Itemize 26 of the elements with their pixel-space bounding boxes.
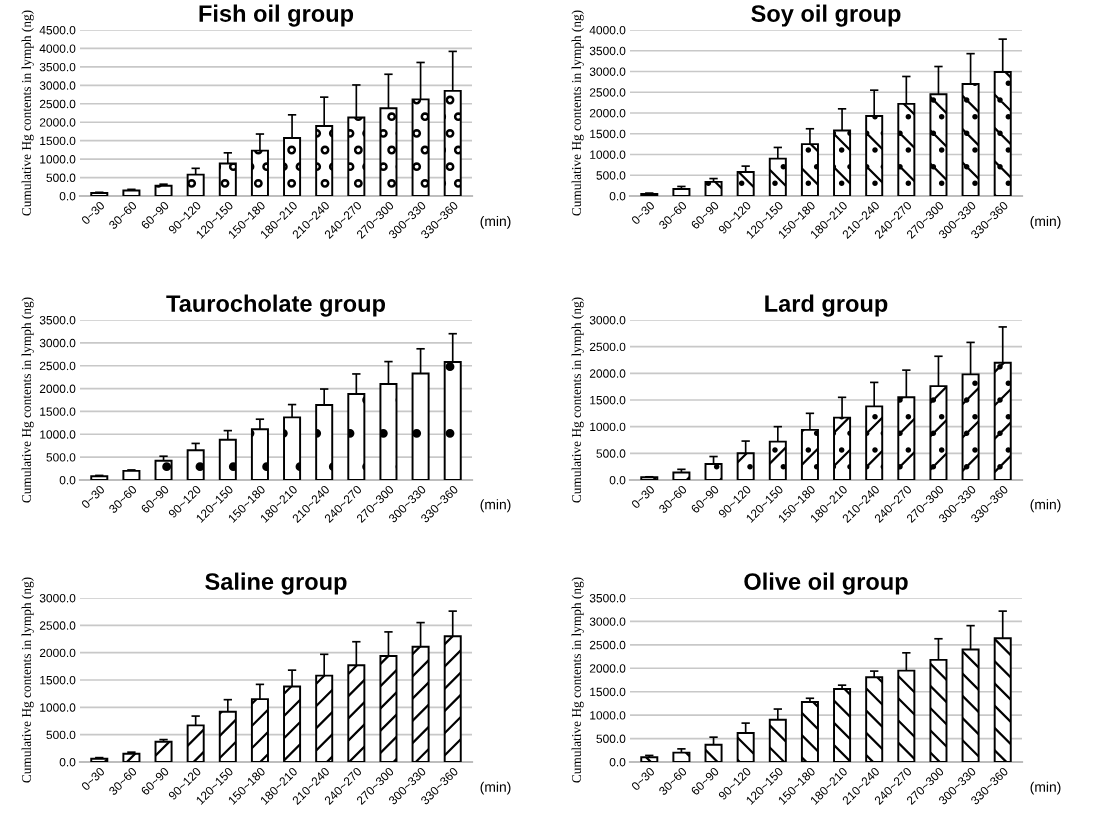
- bar: [122, 752, 141, 762]
- bar: [833, 687, 852, 762]
- bar: [186, 449, 205, 480]
- chart-title: Olive oil group: [744, 572, 908, 595]
- bar: [186, 173, 205, 196]
- bar: [186, 724, 205, 762]
- chart-title: Fish oil group: [199, 4, 354, 27]
- bar: [704, 463, 723, 480]
- bar: [154, 184, 173, 196]
- bar: [704, 180, 723, 196]
- bar: [736, 731, 755, 762]
- chart-title: Lard group: [765, 294, 888, 317]
- chart-title: Soy oil group: [751, 4, 901, 27]
- bar: [704, 743, 723, 762]
- bar: [865, 676, 884, 762]
- bar: [218, 438, 237, 480]
- bar: [154, 740, 173, 762]
- bar: [154, 459, 173, 480]
- chart-title: Saline group: [205, 572, 347, 595]
- bar: [800, 701, 819, 762]
- bar: [736, 170, 755, 196]
- chart-title: Taurocholate group: [166, 294, 386, 317]
- bar: [218, 162, 237, 196]
- bar: [250, 428, 269, 480]
- bar: [122, 469, 141, 480]
- bar: [768, 718, 787, 762]
